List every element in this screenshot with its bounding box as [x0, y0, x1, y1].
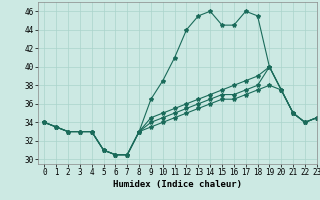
X-axis label: Humidex (Indice chaleur): Humidex (Indice chaleur) [113, 180, 242, 189]
